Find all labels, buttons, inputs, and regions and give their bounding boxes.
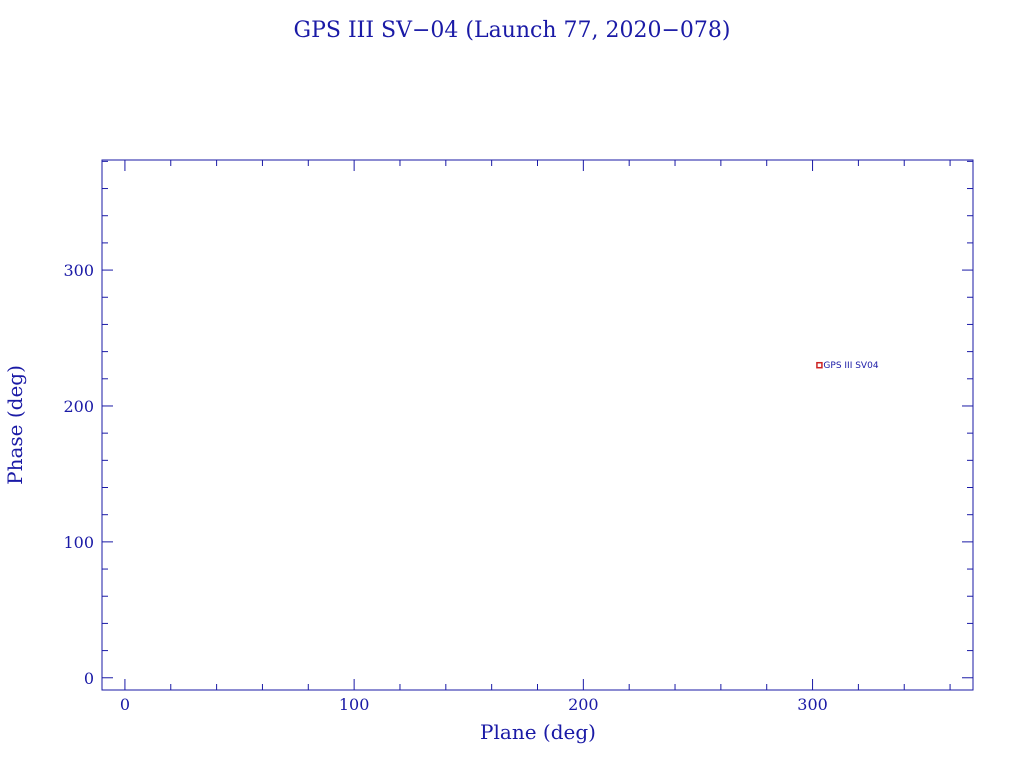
plot-frame	[101, 159, 974, 691]
y-axis-label: Phase (deg)	[3, 365, 27, 485]
x-axis-label: Plane (deg)	[480, 720, 596, 744]
x-tick-label: 0	[120, 695, 130, 714]
x-tick-label: 300	[797, 695, 828, 714]
x-tick-label: 100	[339, 695, 370, 714]
x-tick-label: 200	[568, 695, 599, 714]
data-point-label: GPS III SV04	[823, 361, 878, 371]
y-tick-label: 200	[63, 397, 94, 416]
y-tick-label: 0	[84, 669, 94, 688]
y-tick-label: 300	[63, 261, 94, 280]
chart-title: GPS III SV−04 (Launch 77, 2020−078)	[294, 18, 731, 43]
y-tick-label: 100	[63, 533, 94, 552]
data-points: GPS III SV04	[816, 361, 879, 371]
data-point-marker	[816, 361, 823, 369]
ticks	[102, 160, 973, 690]
tick-labels: 0 100 200 300 0 100 200 300	[63, 261, 827, 714]
